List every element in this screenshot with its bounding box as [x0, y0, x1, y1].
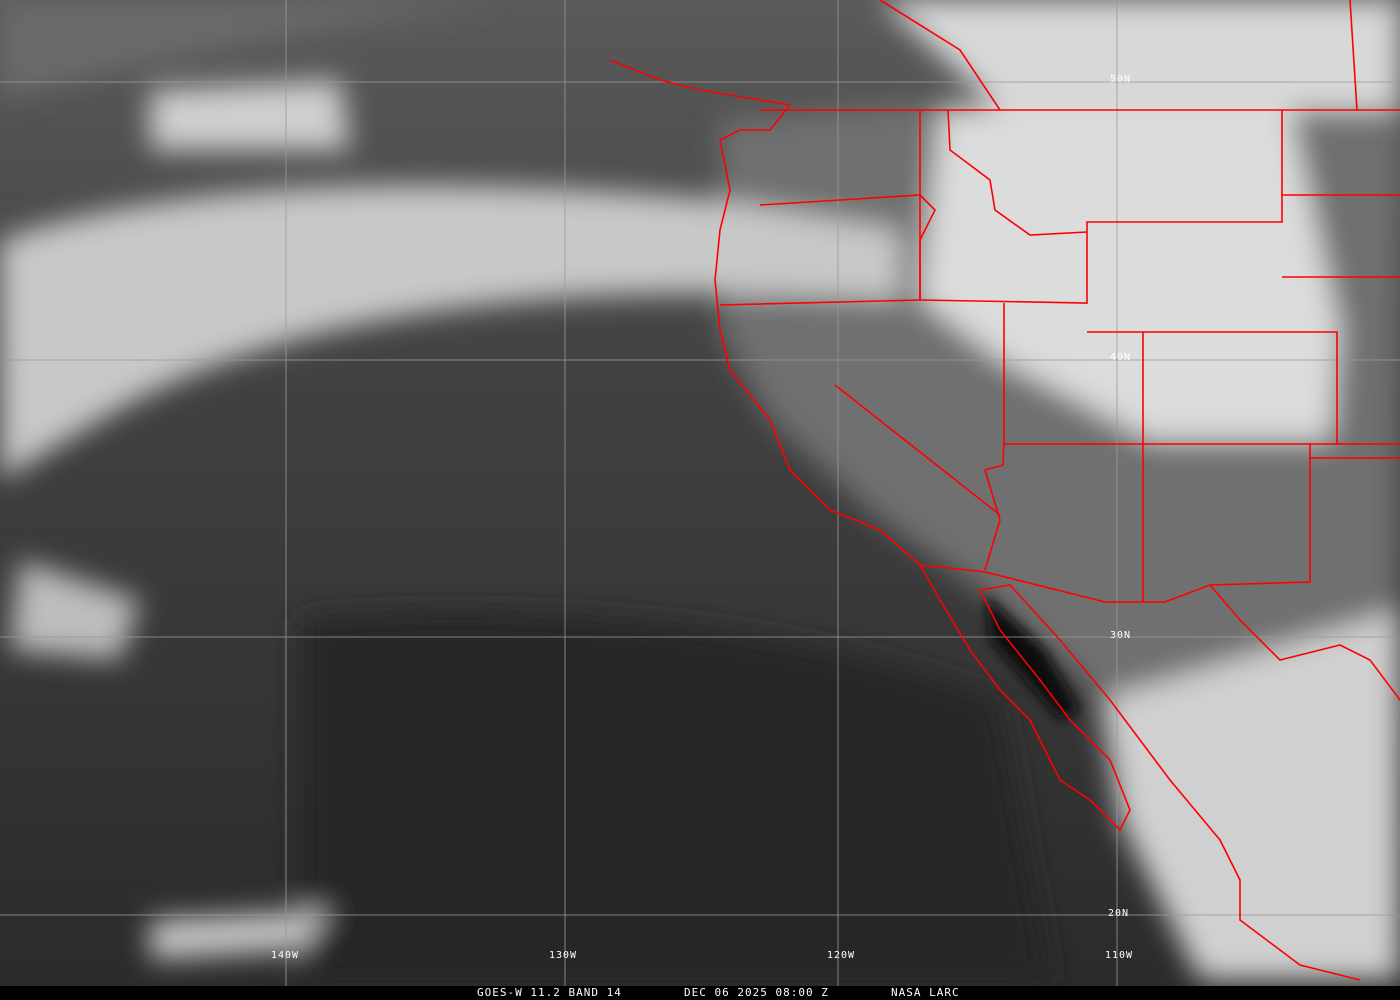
timestamp: DEC 06 2025 08:00 Z: [684, 986, 829, 999]
lat-label-50n: 50N: [1110, 74, 1132, 85]
lon-label-130w: 130W: [549, 950, 578, 961]
lon-label-140w: 140W: [271, 950, 300, 961]
lat-label-30n: 30N: [1110, 630, 1132, 641]
lat-label-40n: 40N: [1110, 352, 1132, 363]
lon-label-110w: 110W: [1105, 950, 1134, 961]
satellite-band: GOES-W 11.2 BAND 14: [477, 986, 622, 999]
lon-label-120w: 120W: [827, 950, 856, 961]
image-caption-bar: GOES-W 11.2 BAND 14 DEC 06 2025 08:00 Z …: [0, 986, 1400, 1000]
source-credit: NASA LARC: [891, 986, 960, 999]
political-borders: [609, 0, 1400, 981]
lat-label-20n: 20N: [1108, 908, 1130, 919]
